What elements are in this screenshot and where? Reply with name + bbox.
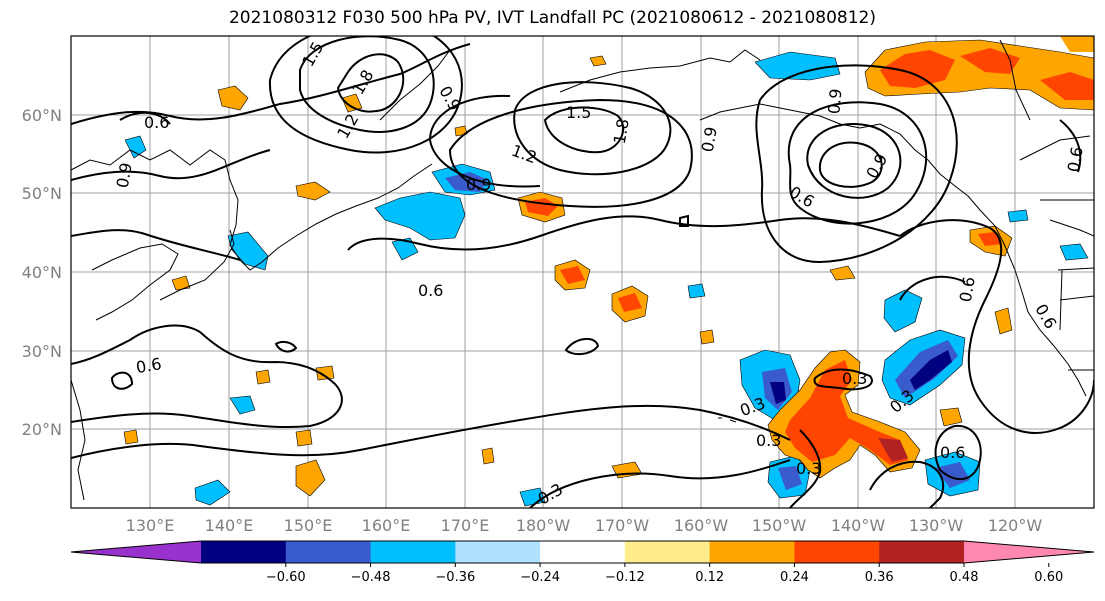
colorbar-tick-label: −0.36 [435,570,475,585]
lon-label: 150°E [284,516,333,535]
lat-label: 40°N [22,263,62,282]
colorbar-tick-label: −0.12 [605,570,645,585]
contour-label: 0.6 [418,281,443,300]
colorbar-tick-label: 0.12 [695,570,724,585]
colorbar-tick-label: −0.48 [351,570,391,585]
lon-label: 180°W [516,516,571,535]
latitude-labels: 60°N 50°N 40°N 30°N 20°N [22,106,62,439]
contour-label: 0.3 [756,431,781,450]
lon-label: 160°W [674,516,729,535]
lon-label: 140°W [831,516,886,535]
colorbar-tick-label: 0.24 [780,570,809,585]
positive-anomaly-patches [123,36,1094,497]
lon-label: 120°W [988,516,1043,535]
map-frame [70,35,1095,509]
lon-label: 170°E [441,516,490,535]
colorbar-extend-low [71,541,201,563]
colorbar-swatch [455,541,541,563]
pv-contours [71,36,1094,508]
colorbar-tick-label: 0.48 [950,570,979,585]
contour-label: 0.9 [824,88,845,115]
colorbar-swatch [201,541,287,563]
colorbar-swatch [624,541,711,563]
lon-label: 150°W [752,516,807,535]
colorbar-swatch [540,541,626,563]
colorbar-swatch [794,541,880,563]
lon-label: 170°W [595,516,650,535]
map-title: 2021080312 F030 500 hPa PV, IVT Landfall… [228,8,876,28]
lon-label: 130°W [909,516,964,535]
colorbar-swatch [709,541,795,563]
contour-label: 0.9 [466,175,491,194]
contour-label: 0.6 [135,354,163,377]
contour-label: 1.5 [566,103,591,122]
coastlines [71,39,1094,501]
lat-label: 20°N [22,420,62,439]
contour-label: 0.3 [842,369,867,388]
lat-label: 60°N [22,106,62,125]
contour-label: 0.6 [1064,145,1087,173]
colorbar-swatch [285,541,372,563]
contour-label: 0.6 [940,443,965,462]
lat-label: 50°N [22,184,62,203]
lon-label: 140°E [205,516,254,535]
colorbar-tick-label: 0.36 [865,570,894,585]
negative-anomaly-patches [124,51,1089,507]
contour-label: 1.8 [610,117,633,145]
contour-label: 0.6 [144,113,169,132]
colorbar-tick-label: −0.24 [520,570,560,585]
colorbar-swatch [879,541,965,563]
colorbar-extend-high [964,541,1094,563]
contour-label: 0.9 [698,125,721,153]
lon-label: 130°E [126,516,175,535]
lat-label: 30°N [22,342,62,361]
colorbar: −0.60 −0.48 −0.36 −0.24 −0.12 0.12 0.24 0.36 0.4… [70,540,1095,585]
colorbar-outline [70,540,1095,564]
ivt-anomaly-shading [123,36,1094,507]
longitude-labels: 130°E 140°E 150°E 160°E 170°E 180°W 170°… [126,516,1043,535]
contour-label: 0.6 [956,275,979,303]
contour-label: 0.3 [796,459,821,478]
contour-label: 0.9 [113,161,136,189]
colorbar-tick-label: −0.60 [266,570,306,585]
lon-label: 160°E [362,516,411,535]
colorbar-tick-label: 0.60 [1034,570,1063,585]
colorbar-swatch [370,541,456,563]
